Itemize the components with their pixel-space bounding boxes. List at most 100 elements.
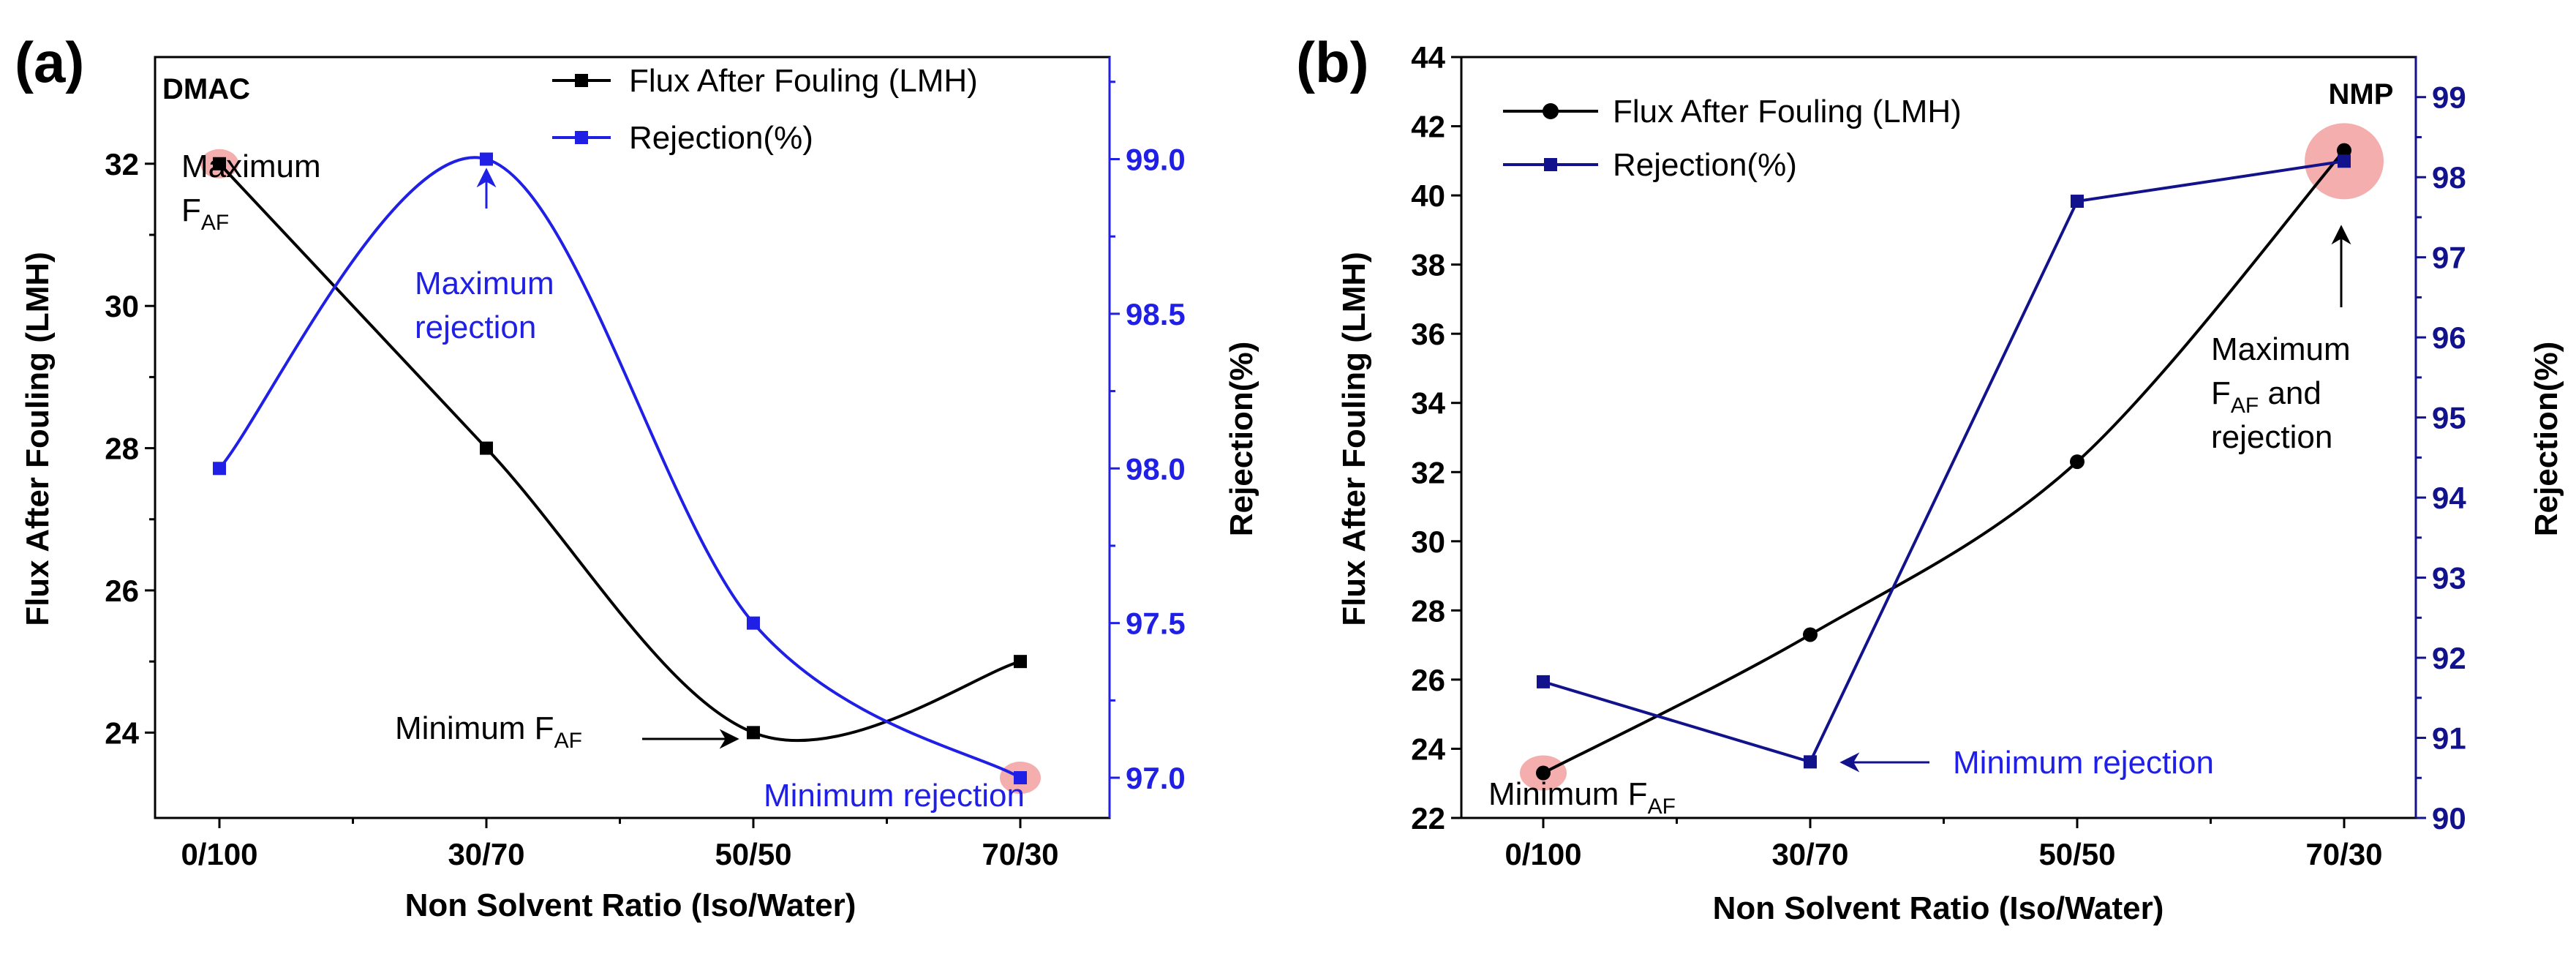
data-point-flux — [1014, 655, 1027, 669]
x-tick-label: 70/30 — [2305, 837, 2382, 871]
annotation-max-flux: Maximum FAF — [181, 149, 321, 235]
annotation-max: Maximum FAF and rejection — [2211, 225, 2351, 455]
annotation-min-flux: Minimum FAF — [1488, 776, 1676, 819]
x-tick-label: 70/30 — [982, 837, 1058, 871]
y-axis-title: Flux After Fouling (LMH) — [20, 252, 56, 626]
legend-label-rejection: Rejection(%) — [1613, 147, 1797, 183]
y-tick-label: 26 — [105, 574, 139, 608]
data-point-flux — [480, 441, 493, 455]
series-line-rejection — [218, 156, 1022, 779]
axes-group: 24 26 28 30 32 97.0 97.5 98.0 98.5 99.0 0/100 30/70… — [105, 80, 1186, 871]
y2-tick-label: 97.5 — [1126, 607, 1186, 641]
data-point-rejection — [747, 616, 760, 630]
y-tick-label: 26 — [1411, 663, 1445, 697]
annotation-max-rejection: Maximum rejection — [415, 168, 554, 345]
svg-text:Minimum rejection: Minimum rejection — [1953, 745, 2214, 781]
y2-tick-label: 92 — [2432, 641, 2466, 675]
annotation-min-flux: Minimum FAF — [395, 710, 739, 753]
y2-tick-label: 98.0 — [1126, 451, 1186, 486]
data-point-rejection — [2338, 154, 2351, 168]
y2-axis-title: Rejection(%) — [2528, 342, 2564, 536]
y-tick-label: 36 — [1411, 317, 1445, 351]
y-axis-title: Flux After Fouling (LMH) — [1336, 252, 1372, 626]
y-tick-label: 38 — [1411, 248, 1445, 282]
svg-text:FAF: FAF — [181, 192, 229, 235]
chart-panel-b: (b) 22 24 26 28 30 32 34 36 38 40 42 44 90 91 92 93 94 95… — [1296, 30, 2564, 926]
y-tick-label: 32 — [1411, 455, 1445, 489]
annotation-min-rejection: Minimum rejection — [764, 778, 1025, 814]
data-point-flux — [1536, 765, 1551, 781]
y-tick-label: 42 — [1411, 110, 1445, 144]
y2-tick-label: 93 — [2432, 561, 2466, 596]
data-point-flux — [1803, 627, 1818, 642]
panel-a-label: (a) — [15, 30, 84, 94]
data-point-rejection — [1804, 755, 1817, 769]
panel-b-label: (b) — [1296, 30, 1369, 94]
legend-marker-flux — [1543, 103, 1559, 119]
y2-tick-label: 91 — [2432, 721, 2466, 756]
data-point-flux — [747, 726, 760, 740]
y2-tick-label: 99 — [2432, 80, 2466, 115]
svg-text:Maximum: Maximum — [181, 149, 321, 184]
series-line-rejection — [1543, 159, 2345, 764]
legend-label-rejection: Rejection(%) — [629, 120, 813, 156]
y-tick-label: 24 — [1411, 732, 1445, 766]
y2-tick-label: 97 — [2432, 241, 2466, 275]
legend-label-flux: Flux After Fouling (LMH) — [629, 63, 978, 99]
svg-text:Maximum: Maximum — [2211, 331, 2351, 367]
y2-tick-label: 90 — [2432, 801, 2466, 836]
y-tick-label: 32 — [105, 147, 139, 181]
series-lines — [218, 156, 1022, 779]
y-tick-label: 30 — [105, 289, 139, 323]
series-markers — [213, 152, 1027, 785]
data-point-rejection — [1537, 675, 1550, 688]
data-point-rejection — [1014, 771, 1027, 785]
x-axis-title: Non Solvent Ratio (Iso/Water) — [405, 887, 856, 923]
data-point-rejection — [480, 152, 493, 166]
legend-label-flux: Flux After Fouling (LMH) — [1613, 94, 1962, 129]
data-point-flux — [2337, 143, 2351, 158]
y-tick-label: 24 — [105, 716, 139, 750]
y-tick-label: 28 — [1411, 593, 1445, 628]
y2-tick-label: 98 — [2432, 160, 2466, 195]
highlight-group — [1520, 123, 2384, 791]
solvent-label: DMAC — [162, 73, 250, 105]
chart-panel-a: (a) 24 26 28 30 32 97.0 97.5 98.0 98.5 99.0 0/100 3… — [15, 30, 1259, 923]
x-tick-label: 50/50 — [715, 837, 791, 871]
y2-tick-label: 98.5 — [1126, 297, 1186, 331]
y2-tick-label: 99.0 — [1126, 143, 1186, 177]
y2-tick-label: 96 — [2432, 320, 2466, 355]
x-axis-title: Non Solvent Ratio (Iso/Water) — [1713, 890, 2164, 926]
svg-text:rejection: rejection — [415, 309, 536, 345]
legend-marker-flux — [575, 74, 588, 87]
legend: Flux After Fouling (LMH) Rejection(%) — [1503, 94, 1962, 183]
data-point-flux — [2070, 454, 2084, 470]
y-tick-label: 30 — [1411, 525, 1445, 559]
highlight-group — [200, 149, 1041, 795]
legend-marker-rejection — [1544, 158, 1557, 171]
x-tick-label: 30/70 — [448, 837, 524, 871]
data-point-rejection — [2071, 195, 2084, 209]
svg-text:FAF and: FAF and — [2211, 375, 2321, 418]
y-tick-label: 40 — [1411, 179, 1445, 213]
y2-axis-title: Rejection(%) — [1224, 342, 1259, 536]
series-lines — [1543, 149, 2346, 775]
svg-text:Maximum: Maximum — [415, 266, 554, 301]
y2-tick-label: 95 — [2432, 401, 2466, 435]
legend-marker-rejection — [575, 131, 588, 144]
x-tick-label: 0/100 — [181, 837, 257, 871]
data-point-flux — [213, 157, 226, 170]
y2-tick-label: 97.0 — [1126, 761, 1186, 795]
data-point-rejection — [213, 462, 226, 476]
solvent-label: NMP — [2329, 78, 2394, 110]
y-tick-label: 34 — [1411, 386, 1445, 421]
y2-tick-label: 94 — [2432, 481, 2466, 515]
svg-text:rejection: rejection — [2211, 419, 2332, 455]
series-line-flux — [1543, 149, 2346, 775]
axes-group: 22 24 26 28 30 32 34 36 38 40 42 44 90 91 92 93 94 95 96 97… — [1411, 40, 2466, 871]
x-tick-label: 0/100 — [1504, 837, 1581, 871]
legend: Flux After Fouling (LMH) Rejection(%) — [552, 63, 978, 156]
y-tick-label: 44 — [1411, 40, 1445, 75]
series-line-flux — [218, 162, 1021, 743]
